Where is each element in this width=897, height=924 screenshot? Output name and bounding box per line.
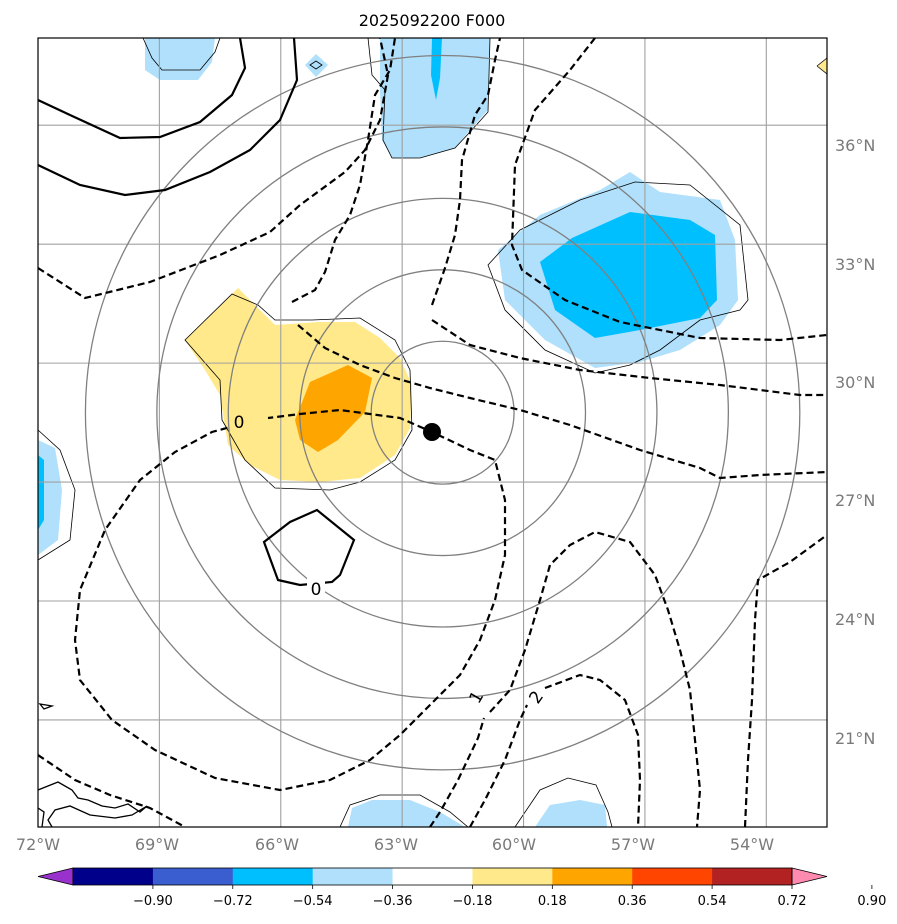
map-title: 2025092200 F000 [359, 11, 506, 30]
colorbar-segment [392, 868, 473, 885]
x-tick-label: 69°W [135, 835, 179, 854]
shade-blue-w [38, 455, 44, 530]
range-ring [299, 269, 587, 557]
x-axis-ticks: 72°W 69°W 66°W 63°W 60°W 57°W 54°W [16, 835, 774, 854]
contour-label-bg-1 [307, 578, 325, 598]
y-tick-label: 21°N [835, 729, 875, 748]
shade-orange-center [295, 365, 372, 452]
dashed-contour-two [469, 673, 642, 827]
colorbar-tick-label: 0.54 [698, 894, 727, 909]
dashed-contour-zero-west [73, 408, 507, 792]
shade-light-blue-nw [145, 38, 215, 80]
shading-outlines [38, 38, 827, 827]
colorbar-segment [552, 868, 633, 885]
colorbar-segment [232, 868, 314, 885]
contour-label-zero-north: 0 [234, 413, 245, 433]
colorbar-tick-label: 0.90 [857, 894, 886, 909]
solid-contours [38, 38, 356, 587]
contour-label-zero-south: 0 [311, 580, 322, 600]
colorbar-extend-low [37, 867, 74, 886]
outline-small [309, 60, 323, 70]
outline-e [487, 181, 749, 374]
dashed-contour-d [510, 38, 827, 342]
x-tick-label: 63°W [374, 835, 418, 854]
colorbar-segment [312, 868, 394, 885]
map-frame [37, 37, 828, 828]
storm-center-marker [423, 423, 441, 441]
y-tick-label: 36°N [835, 136, 875, 155]
dashed-contour-a [38, 38, 390, 300]
colorbar-segment [712, 868, 793, 885]
outline-s2 [514, 777, 613, 827]
shade-light-blue-s2 [535, 800, 607, 827]
dashed-contour-one [38, 530, 702, 827]
x-tick-label: 72°W [16, 835, 60, 854]
y-tick-label: 33°N [835, 255, 875, 274]
dashed-contour-g [743, 534, 827, 827]
outline-center [184, 293, 413, 491]
colorbar-tick-label: −0.54 [293, 894, 333, 909]
range-ring [84, 54, 801, 771]
shade-light-blue-s1 [348, 800, 465, 827]
range-ring [370, 340, 515, 485]
anomaly-shading [38, 38, 827, 827]
range-rings [84, 54, 801, 771]
x-tick-label: 57°W [611, 835, 655, 854]
y-tick-label: 24°N [835, 610, 875, 629]
range-ring [156, 126, 730, 700]
x-tick-label: 60°W [492, 835, 536, 854]
dashed-contours [38, 38, 827, 827]
colorbar: −0.90 −0.72 −0.54 −0.36 −0.18 0.18 0.36 0.54 0.7… [37, 867, 886, 909]
colorbar-tick-label: −0.36 [373, 894, 413, 909]
range-ring [227, 197, 658, 628]
colorbar-segment [632, 868, 713, 885]
map-area: 0 0 1 2 [38, 38, 827, 827]
colorbar-tick-label: 0.72 [778, 894, 807, 909]
outline-n [367, 38, 491, 159]
solid-contour-zero-south [262, 508, 356, 587]
solid-contour-nw-inner [38, 38, 247, 140]
shade-light-blue-small [305, 54, 328, 77]
colorbar-tick-label: −0.72 [213, 894, 253, 909]
coastline-bermuda [38, 703, 55, 710]
colorbar-tick-label: 0.36 [618, 894, 647, 909]
solid-contour-nw-outer [38, 38, 299, 197]
outline-nw [142, 38, 221, 71]
x-tick-label: 66°W [255, 835, 299, 854]
dashed-contour-f [431, 319, 827, 397]
coastline [38, 703, 148, 827]
coastline-caribbean [38, 781, 148, 827]
dashed-contour-e [297, 324, 827, 480]
colorbar-segment [472, 868, 553, 885]
gridlines [38, 38, 827, 827]
shade-blue-n [431, 38, 442, 100]
contour-label-bg-0 [230, 411, 248, 431]
outline-s1 [339, 794, 469, 827]
y-axis-ticks: 36°N 33°N 30°N 27°N 24°N 21°N [835, 136, 875, 748]
colorbar-extend-high [791, 867, 828, 886]
colorbar-tick-label: −0.18 [453, 894, 493, 909]
y-tick-label: 30°N [835, 373, 875, 392]
colorbar-segment [73, 868, 154, 885]
y-tick-label: 27°N [835, 491, 875, 510]
dashed-contour-b [291, 38, 397, 303]
colorbar-outline [72, 867, 793, 886]
outline-w [38, 429, 76, 561]
dashed-contour-c [430, 38, 502, 306]
outline-ne [816, 57, 827, 75]
x-tick-label: 54°W [730, 835, 774, 854]
shade-yellow-ne [818, 58, 827, 74]
colorbar-tick-label: −0.90 [133, 894, 173, 909]
colorbar-tick-label: 0.18 [538, 894, 567, 909]
colorbar-segment [152, 868, 234, 885]
